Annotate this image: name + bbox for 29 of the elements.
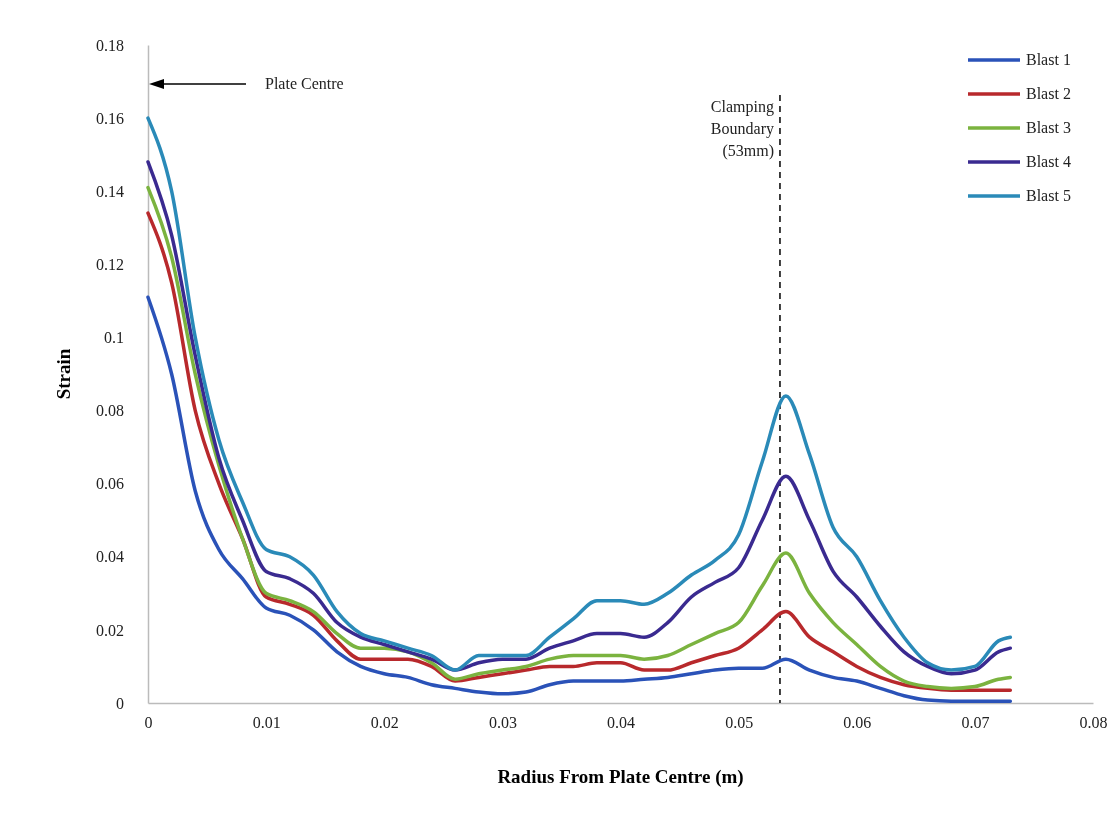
- y-axis-title: Strain: [53, 348, 74, 400]
- line-series: [146, 295, 1013, 703]
- y-tick-label: 0.16: [96, 109, 124, 127]
- x-axis-title: Radius From Plate Centre (m): [497, 766, 744, 788]
- x-tick-label: 0.02: [370, 714, 399, 732]
- x-tick-label: 0.08: [1079, 714, 1108, 732]
- legend-label: Blast 1: [1026, 51, 1071, 68]
- legend-label: Blast 3: [1026, 119, 1071, 136]
- y-tick-label: 0.18: [96, 36, 124, 54]
- legend-label: Blast 2: [1026, 85, 1071, 102]
- y-tick-label: 0.12: [96, 255, 124, 273]
- x-tick-label: 0.06: [843, 714, 872, 732]
- y-tick-label: 0.08: [96, 402, 124, 420]
- x-tick-label: 0.05: [725, 714, 754, 732]
- y-tick-label: 0.14: [96, 182, 124, 200]
- annotation: Plate Centre: [265, 75, 344, 92]
- legend-label: Blast 5: [1026, 187, 1071, 204]
- x-tick-label: 0.03: [488, 714, 517, 732]
- y-tick-label: 0.02: [96, 621, 124, 639]
- y-tick-label: 0.04: [96, 548, 124, 566]
- ref-line-label: Clamping Boundary (53mm): [710, 98, 774, 160]
- x-tick-label: 0.01: [252, 714, 281, 732]
- x-tick-label: 0.04: [607, 714, 635, 732]
- y-tick-label: 0.1: [104, 329, 124, 347]
- y-tick-label: 0.06: [96, 475, 124, 493]
- y-tick-label: 0: [116, 694, 124, 712]
- x-tick-label: 0: [144, 714, 153, 732]
- legend-label: Blast 4: [1026, 153, 1071, 170]
- x-tick-label: 0.07: [961, 714, 990, 732]
